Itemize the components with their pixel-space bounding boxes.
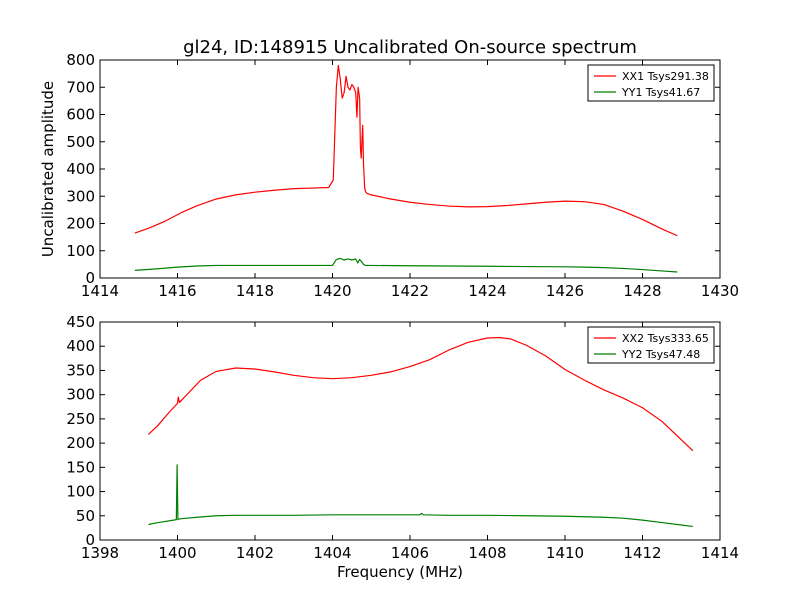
- legend-label: YY2 Tsys47.48: [621, 348, 700, 361]
- y-tick-label: 300: [66, 187, 95, 205]
- y-tick-label: 200: [66, 434, 95, 452]
- panel-2: 1398 1400 1402 1404 1406 1408 1410 1412 1414 0 50 1…: [66, 313, 739, 581]
- y-tick-label: 300: [66, 386, 95, 404]
- panels: 1414 1416 1418 1420 1422 1424 1426 1428 1430 0 100…: [39, 51, 739, 581]
- x-tick-label: 1400: [158, 544, 196, 562]
- x-tick-label: 1422: [391, 282, 429, 300]
- y-tick-label: 0: [85, 531, 95, 549]
- y-tick-label: 150: [66, 458, 95, 476]
- legend: XX2 Tsys333.65 YY2 Tsys47.48: [587, 326, 715, 364]
- x-tick-label: 1410: [546, 544, 584, 562]
- x-tick-label: 1416: [158, 282, 196, 300]
- panel-1: 1414 1416 1418 1420 1422 1424 1426 1428 1430 0 100…: [39, 51, 739, 300]
- x-axis-label: Frequency (MHz): [337, 563, 463, 581]
- y-tick-label: 600: [66, 106, 95, 124]
- x-tick-label: 1412: [623, 544, 661, 562]
- legend: XX1 Tsys291.38 YY1 Tsys41.67: [587, 64, 715, 102]
- legend-label: YY1 Tsys41.67: [621, 86, 700, 99]
- chart-title: gl24, ID:148915 Uncalibrated On-source s…: [183, 37, 637, 58]
- x-tick-label: 1398: [81, 544, 119, 562]
- x-tick-label: 1414: [701, 544, 739, 562]
- legend-label: XX2 Tsys333.65: [622, 332, 709, 345]
- legend-box: [587, 326, 715, 364]
- y-tick-label: 800: [66, 51, 95, 69]
- y-tick-label: 350: [66, 361, 95, 379]
- series-line-xx1: [134, 64, 678, 237]
- x-tick-label: 1430: [701, 282, 739, 300]
- y-tick-label: 100: [66, 242, 95, 260]
- y-tick-label: 400: [66, 337, 95, 355]
- y-tick-label: 500: [66, 133, 95, 151]
- y-tick-label: 0: [85, 269, 95, 287]
- legend-box: [587, 64, 715, 102]
- x-tick-label: 1404: [313, 544, 351, 562]
- x-tick-label: 1402: [236, 544, 274, 562]
- series-line-yy2: [148, 464, 693, 528]
- y-axis-label: Uncalibrated amplitude: [39, 81, 57, 257]
- y-tick-label: 400: [66, 160, 95, 178]
- x-tick-label: 1414: [81, 282, 119, 300]
- x-tick-label: 1426: [546, 282, 584, 300]
- y-tick-label: 50: [76, 507, 95, 525]
- legend-label: XX1 Tsys291.38: [622, 70, 709, 83]
- x-tick-label: 1406: [391, 544, 429, 562]
- series-line-yy1: [134, 257, 678, 273]
- x-tick-label: 1424: [468, 282, 506, 300]
- y-tick-label: 250: [66, 410, 95, 428]
- x-tick-label: 1418: [236, 282, 274, 300]
- series-line-xx2: [148, 336, 694, 452]
- y-tick-label: 100: [66, 483, 95, 501]
- x-tick-label: 1420: [313, 282, 351, 300]
- y-tick-label: 450: [66, 313, 95, 331]
- y-tick-label: 700: [66, 78, 95, 96]
- y-tick-label: 200: [66, 215, 95, 233]
- x-tick-label: 1408: [468, 544, 506, 562]
- x-tick-label: 1428: [623, 282, 661, 300]
